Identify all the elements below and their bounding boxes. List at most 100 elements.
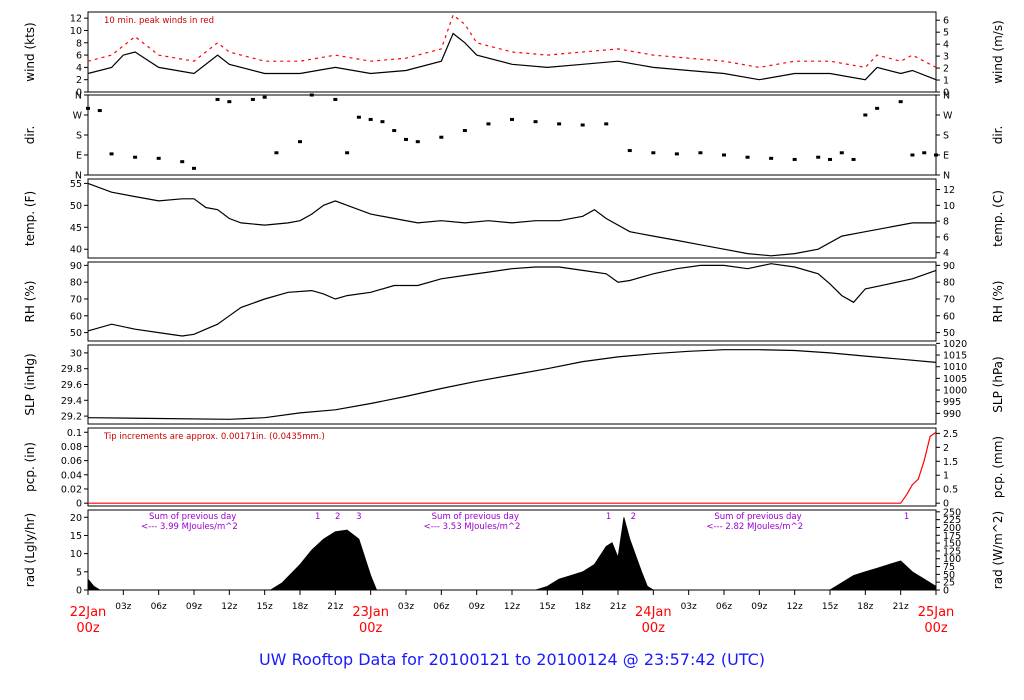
dir-point [875, 106, 880, 110]
right-tick-label-dir: S [943, 131, 949, 142]
dir-point [863, 113, 868, 117]
right-tick-label-slp: 1005 [943, 374, 967, 385]
right-tick-label-slp: 1000 [943, 386, 967, 397]
left-tick-label-dir: N [75, 91, 82, 102]
dir-point [109, 152, 114, 156]
rad-annotation-value: <--- 2.82 MJoules/m^2 [706, 522, 803, 532]
left-tick-label-rh: 60 [70, 311, 82, 322]
x-tick-label-sub: 00z [359, 621, 383, 636]
right-tick-label-rh: 50 [943, 328, 955, 339]
ylabel-left-wind: wind (kts) [23, 22, 37, 81]
panel-frame-wind [87, 11, 937, 93]
left-tick-label-rh: 80 [70, 278, 82, 289]
right-tick-label-rad: 150 [943, 539, 961, 550]
x-tick-label: 09z [751, 602, 767, 612]
dir-point [922, 151, 927, 155]
x-tick-label: 09z [186, 602, 202, 612]
rad-marker: 2 [631, 512, 636, 522]
right-tick-label-temp: 10 [943, 201, 955, 212]
left-tick-label-dir: N [75, 171, 82, 182]
series-line-rh [87, 263, 937, 337]
dir-point [533, 120, 538, 124]
left-tick-label-rad: 10 [70, 549, 82, 560]
dir-point [557, 122, 562, 126]
panel-note-pcp: Tip increments are approx. 0.00171in. (0… [103, 432, 325, 442]
rad-annotation-label: Sum of previous day [714, 512, 801, 522]
x-tick-label: 12z [504, 602, 520, 612]
dir-point [262, 95, 267, 99]
left-tick-label-dir: S [76, 131, 82, 142]
right-tick-label-pcp: 2.5 [943, 429, 958, 440]
rad-annotation-label: Sum of previous day [432, 512, 519, 522]
panel-frame-pcp [87, 427, 937, 507]
right-tick-label-slp: 1015 [943, 351, 967, 362]
dir-point [745, 155, 750, 159]
right-tick-label-rh: 90 [943, 261, 955, 272]
left-tick-label-rad: 0 [76, 586, 82, 597]
left-tick-label-wind: 10 [70, 26, 82, 37]
dir-point [828, 157, 832, 161]
dir-point [345, 151, 350, 155]
dir-point [510, 117, 514, 121]
dir-point [651, 151, 656, 155]
x-tick-label: 15z [539, 602, 555, 612]
right-tick-label-wind: 3 [943, 52, 949, 63]
right-tick-label-pcp: 0 [943, 499, 949, 510]
right-tick-label-rad: 225 [943, 515, 961, 526]
left-tick-label-rh: 90 [70, 261, 82, 272]
dir-point [604, 122, 609, 126]
right-tick-label-rad: 0 [943, 586, 949, 597]
left-tick-label-temp: 50 [70, 201, 82, 212]
dir-point [816, 155, 821, 159]
dir-point [404, 137, 408, 141]
dir-point [86, 106, 90, 110]
right-tick-label-wind: 6 [943, 16, 949, 27]
ylabel-left-pcp: pcp. (in) [23, 442, 37, 492]
right-tick-label-rh: 80 [943, 278, 955, 289]
dir-point [392, 129, 397, 133]
x-tick-label: 21z [327, 602, 343, 612]
dir-point [839, 151, 844, 155]
left-tick-label-pcp: 0.08 [61, 442, 82, 453]
right-tick-label-dir: E [943, 151, 949, 162]
left-tick-label-wind: 8 [76, 38, 82, 49]
ylabel-right-temp: temp. (C) [991, 190, 1005, 247]
right-tick-label-pcp: 0.5 [943, 485, 958, 496]
ylabel-left-slp: SLP (inHg) [23, 353, 37, 415]
rad-marker: 1 [904, 512, 909, 522]
x-tick-label: 06z [716, 602, 732, 612]
x-tick-label: 03z [398, 602, 414, 612]
ylabel-right-wind: wind (m/s) [991, 20, 1005, 84]
x-tick-label: 09z [469, 602, 485, 612]
right-tick-label-rh: 60 [943, 311, 955, 322]
x-tick-label: 06z [433, 602, 449, 612]
right-tick-label-dir: N [943, 91, 950, 102]
right-tick-label-slp: 990 [943, 409, 961, 420]
left-tick-label-rad: 15 [70, 531, 82, 542]
x-tick-label: 18z [857, 602, 873, 612]
left-tick-label-pcp: 0.02 [61, 484, 82, 495]
right-tick-label-pcp: 1.5 [943, 457, 958, 468]
dir-point [356, 115, 361, 119]
x-tick-label: 03z [115, 602, 131, 612]
left-tick-label-dir: E [76, 151, 82, 162]
left-tick-label-slp: 29.4 [61, 396, 82, 407]
left-tick-label-rh: 70 [70, 294, 82, 305]
series-line-wind [87, 14, 937, 69]
right-tick-label-rad: 125 [943, 546, 961, 557]
dir-point [415, 140, 420, 144]
right-tick-label-rad: 250 [943, 507, 961, 518]
left-tick-label-temp: 40 [70, 245, 82, 256]
left-tick-label-wind: 12 [70, 14, 82, 25]
dir-point [215, 97, 220, 101]
dir-point [898, 100, 903, 104]
series-line-slp [87, 349, 937, 420]
panel-frame-slp [87, 344, 937, 425]
rad-annotation-label: Sum of previous day [149, 512, 236, 522]
left-tick-label-pcp: 0.04 [61, 470, 82, 481]
dir-point [934, 153, 938, 157]
dir-point [250, 97, 255, 101]
left-tick-label-dir: W [73, 111, 83, 122]
right-tick-label-temp: 8 [943, 217, 949, 228]
